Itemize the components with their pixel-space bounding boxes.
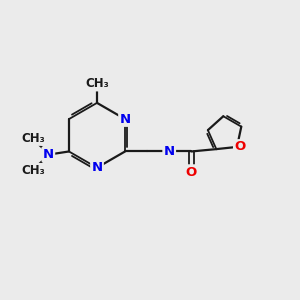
Text: N: N — [43, 148, 54, 161]
Text: N: N — [92, 161, 103, 174]
Text: CH₃: CH₃ — [85, 77, 109, 90]
Text: N: N — [164, 145, 175, 158]
Text: O: O — [234, 140, 246, 153]
Text: CH₃: CH₃ — [22, 164, 46, 177]
Text: N: N — [119, 112, 130, 126]
Text: O: O — [186, 166, 197, 178]
Text: H: H — [165, 144, 174, 154]
Text: CH₃: CH₃ — [22, 132, 46, 145]
